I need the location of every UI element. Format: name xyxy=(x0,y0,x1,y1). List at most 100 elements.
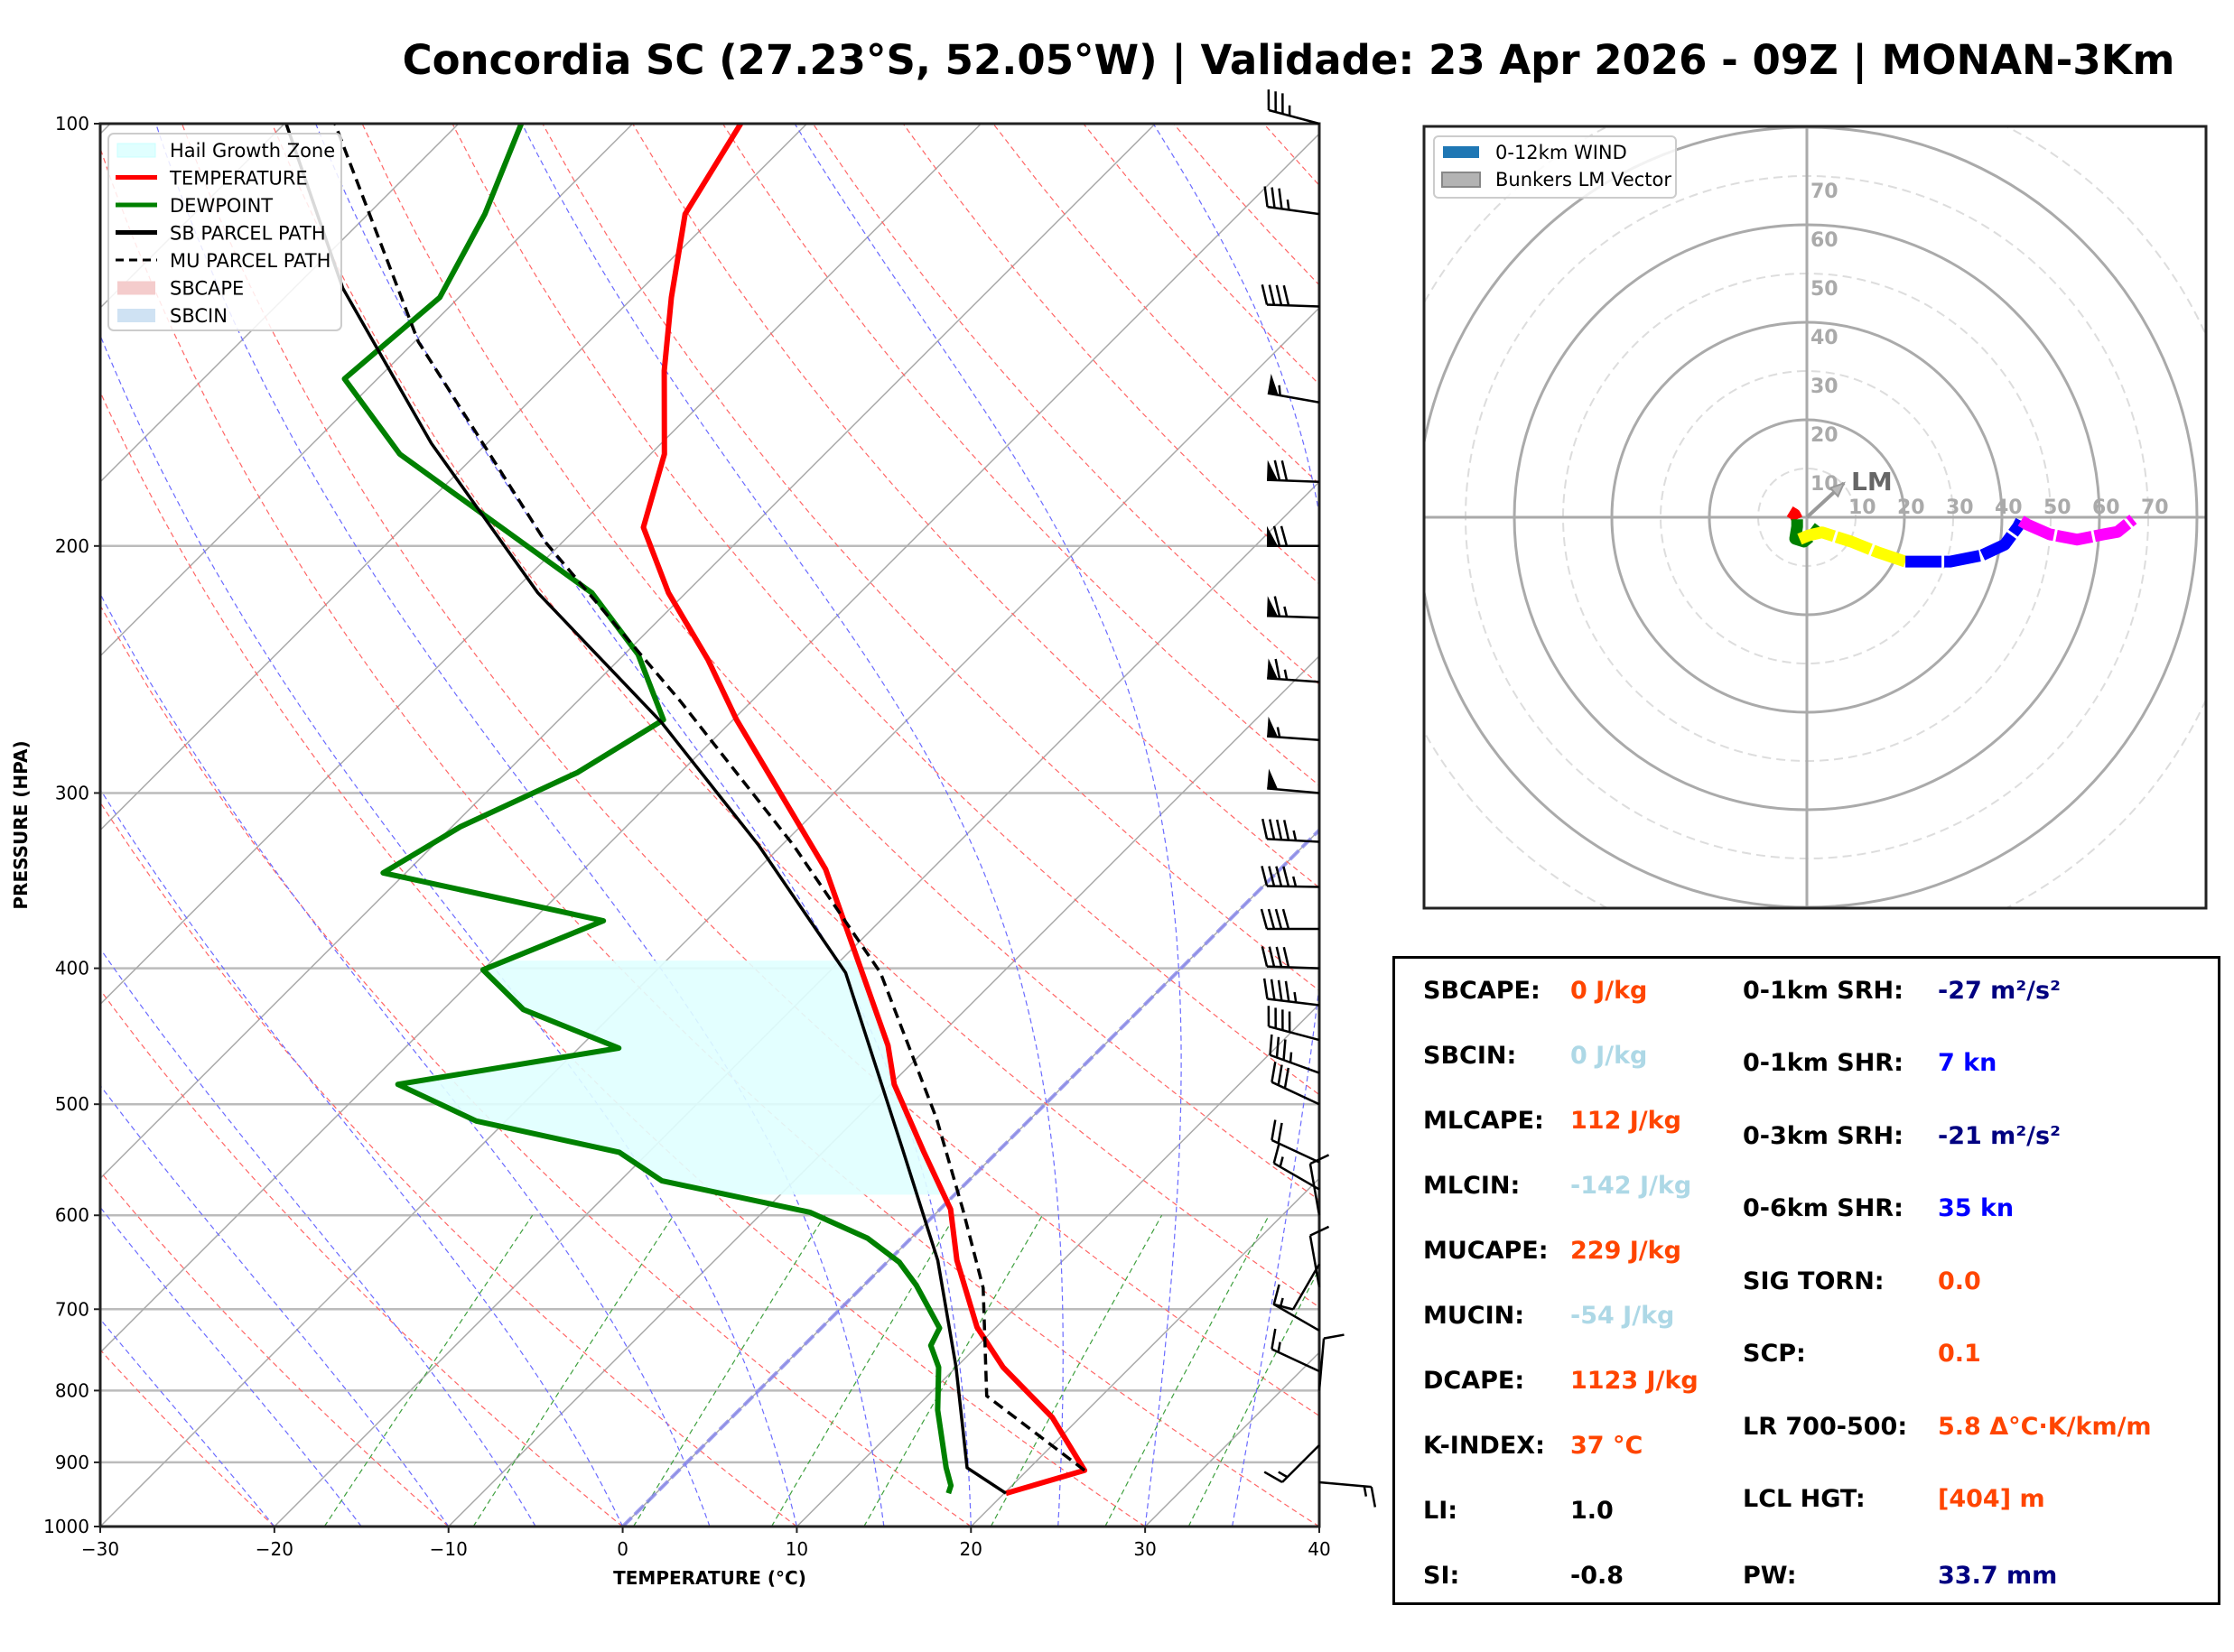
dry-adiabat xyxy=(181,124,1319,1417)
wind-barb xyxy=(1266,459,1320,483)
stats-panel xyxy=(1392,956,2220,1605)
wind-barb xyxy=(1308,1225,1330,1287)
isotherm-line xyxy=(448,654,1319,1527)
wind-barb-full xyxy=(1277,1122,1283,1144)
legend-label: MU PARCEL PATH xyxy=(170,250,330,272)
stat-label: LR 700-500: xyxy=(1743,1413,1908,1441)
wind-barb-half xyxy=(1293,991,1298,1003)
moist-adiabat xyxy=(100,592,711,1527)
wind-barb-full xyxy=(1261,866,1269,886)
wind-barb-staff xyxy=(1268,108,1320,125)
wind-barb-full xyxy=(1272,1284,1280,1305)
wind-barb xyxy=(1308,1154,1330,1216)
legend-label: SBCIN xyxy=(170,305,228,327)
wind-barb-flag xyxy=(1267,373,1279,395)
stat-label: MUCIN: xyxy=(1423,1302,1525,1330)
wind-barb-full xyxy=(1282,820,1290,840)
wind-barb-full xyxy=(1282,284,1290,306)
stat-label: 0-3km SRH: xyxy=(1743,1122,1904,1150)
y-tick-label: 100 xyxy=(55,113,89,135)
stat-value: 5.8 Δ°C·K/km/m xyxy=(1938,1413,2152,1441)
legend-label: DEWPOINT xyxy=(170,195,273,217)
stat-label: 0-1km SRH: xyxy=(1743,977,1904,1005)
moist-adiabat xyxy=(100,1318,275,1527)
mixing-ratio-line xyxy=(990,1214,1163,1527)
wind-barb-full xyxy=(1275,946,1283,968)
stat-value: 33.7 mm xyxy=(1938,1562,2058,1590)
dry-adiabat xyxy=(100,604,972,1527)
y-tick-label: 700 xyxy=(55,1298,89,1320)
y-tick-label: 900 xyxy=(55,1452,89,1473)
wind-barb-half xyxy=(1289,1052,1293,1063)
wind-barb xyxy=(1318,1480,1377,1508)
hail-growth-zone xyxy=(397,961,945,1195)
wind-barb-half xyxy=(1292,830,1298,841)
y-tick-label: 600 xyxy=(55,1204,89,1226)
moist-adiabat xyxy=(1152,124,1319,1527)
wind-barb-full xyxy=(1370,1486,1377,1508)
stat-label: 0-6km SHR: xyxy=(1743,1194,1904,1222)
stat-value: -142 J/kg xyxy=(1570,1172,1692,1200)
wind-barb-full xyxy=(1275,284,1283,306)
wind-barb xyxy=(1263,1443,1320,1483)
stat-value: 35 kn xyxy=(1938,1194,2015,1222)
wind-barb-half xyxy=(1363,1486,1368,1497)
stat-value: -27 m²/s² xyxy=(1938,977,2061,1005)
dewpoint-line xyxy=(341,124,954,1495)
wind-barb-full xyxy=(1270,979,1276,1000)
wind-barb-staff xyxy=(1267,838,1320,843)
wind-barb-full xyxy=(1281,908,1290,930)
x-tick-label: −20 xyxy=(256,1538,293,1560)
stat-value: 0.0 xyxy=(1938,1267,1981,1295)
stat-value: 0 J/kg xyxy=(1570,1042,1648,1070)
dry-adiabat xyxy=(271,124,1319,1308)
mixing-ratio-line xyxy=(1104,1214,1270,1527)
wind-barb-half xyxy=(1276,727,1281,738)
stat-value: 229 J/kg xyxy=(1570,1237,1681,1265)
temperature-line xyxy=(640,124,1088,1497)
wind-barb-full xyxy=(1275,819,1283,840)
wind-barb-full xyxy=(1271,187,1276,209)
wind-barb-staff xyxy=(1267,998,1320,1007)
wind-barb xyxy=(1317,1333,1345,1391)
stat-value: 0.1 xyxy=(1938,1340,1981,1368)
moist-adiabat xyxy=(315,124,972,1527)
wind-barb-full xyxy=(1271,1119,1277,1141)
moist-adiabat xyxy=(521,124,1064,1527)
stat-label: DCAPE: xyxy=(1423,1367,1525,1395)
wind-barb-full xyxy=(1309,1154,1330,1165)
wind-barb-half xyxy=(1283,606,1289,617)
mixing-ratio-line xyxy=(770,1214,956,1527)
wind-barb xyxy=(1271,1328,1320,1373)
stat-value: 0 J/kg xyxy=(1570,977,1648,1005)
legend-label: TEMPERATURE xyxy=(169,168,308,190)
wind-barb-staff xyxy=(1291,1263,1321,1311)
wind-barb-half xyxy=(1279,1156,1284,1167)
isotherm-line xyxy=(100,124,285,310)
y-tick-label: 500 xyxy=(55,1093,89,1115)
wind-barb-full xyxy=(1269,1034,1273,1055)
isotherm-line xyxy=(970,1177,1319,1527)
mixing-ratio-line xyxy=(323,1214,534,1527)
stat-value: 37 °C xyxy=(1570,1432,1643,1460)
stat-label: LI: xyxy=(1423,1497,1458,1525)
stat-value: 7 kn xyxy=(1938,1049,1997,1077)
wind-barb-full xyxy=(1269,819,1276,840)
x-axis-label: TEMPERATURE (°C) xyxy=(613,1567,806,1589)
wind-barb-full xyxy=(1268,284,1276,306)
wind-barb-full xyxy=(1272,1143,1280,1164)
wind-barb-staff xyxy=(1271,1081,1320,1106)
wind-barb-staff xyxy=(1308,1163,1321,1216)
wind-barb xyxy=(1267,1006,1320,1042)
dry-adiabat xyxy=(361,124,1319,1202)
legend-label: Hail Growth Zone xyxy=(170,140,335,162)
wind-barb-full xyxy=(1271,1328,1277,1350)
isotherm-line xyxy=(100,124,808,831)
wind-barb xyxy=(1266,596,1320,619)
wind-barb xyxy=(1261,284,1320,308)
wind-barb-half xyxy=(1277,1341,1281,1353)
stat-label: MUCAPE: xyxy=(1423,1237,1549,1265)
legend-label: SB PARCEL PATH xyxy=(170,223,326,245)
sb-parcel-path-line xyxy=(284,124,1007,1495)
